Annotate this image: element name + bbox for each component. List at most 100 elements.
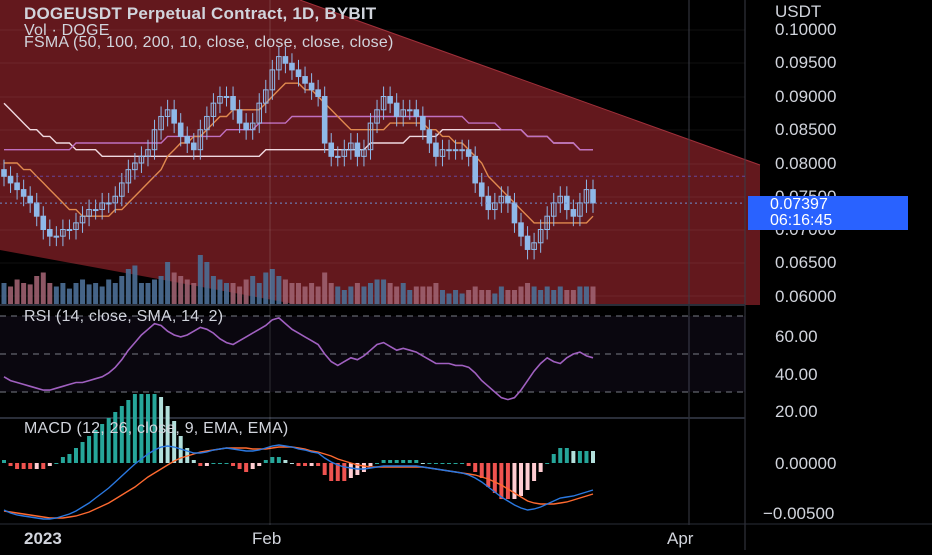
candle-body[interactable]: [400, 109, 407, 117]
candle-body[interactable]: [125, 169, 132, 184]
current-price-tag[interactable]: 0.07397 06:16:45: [748, 196, 908, 230]
candle-body[interactable]: [256, 102, 263, 124]
candle-body[interactable]: [315, 89, 321, 97]
candle-body[interactable]: [452, 149, 459, 152]
candle-body[interactable]: [158, 115, 164, 131]
candle-body[interactable]: [374, 109, 380, 124]
macd-histogram-bar: [447, 463, 452, 464]
candle-body[interactable]: [321, 96, 328, 144]
candle-body[interactable]: [20, 189, 27, 197]
candle-body[interactable]: [164, 109, 171, 117]
candle-body[interactable]: [204, 115, 210, 131]
candle-body[interactable]: [151, 129, 158, 151]
candle-body[interactable]: [269, 69, 276, 91]
candle-body[interactable]: [406, 109, 413, 112]
candle-body[interactable]: [262, 89, 269, 104]
candle-body[interactable]: [393, 102, 400, 117]
candle-body[interactable]: [210, 102, 217, 117]
candle-body[interactable]: [348, 142, 354, 151]
candle-body[interactable]: [73, 222, 79, 231]
macd-histogram-bar: [283, 460, 288, 463]
macd-histogram-bar: [152, 394, 157, 463]
candle-body[interactable]: [511, 202, 518, 224]
candle-body[interactable]: [230, 96, 236, 111]
symbol-title[interactable]: DOGEUSDT Perpetual Contract, 1D, BYBIT: [24, 4, 377, 23]
candle-body[interactable]: [53, 235, 60, 238]
macd-histogram-bar: [270, 457, 275, 463]
candle-body[interactable]: [518, 222, 524, 237]
candle-body[interactable]: [577, 202, 583, 217]
candle-body[interactable]: [86, 209, 92, 217]
candle-body[interactable]: [367, 122, 374, 151]
candle-body[interactable]: [177, 122, 184, 137]
candle-body[interactable]: [433, 142, 439, 157]
candle-body[interactable]: [537, 229, 544, 244]
candle-body[interactable]: [66, 229, 73, 231]
candle-body[interactable]: [217, 96, 223, 104]
candle-body[interactable]: [99, 202, 105, 211]
candle-body[interactable]: [354, 142, 361, 157]
candle-body[interactable]: [387, 96, 393, 104]
candle-body[interactable]: [590, 189, 596, 204]
candle-body[interactable]: [138, 155, 145, 164]
candle-body[interactable]: [446, 149, 452, 152]
candle-body[interactable]: [289, 62, 295, 71]
volume-legend[interactable]: Vol · DOGE: [24, 22, 110, 39]
candle-body[interactable]: [223, 96, 230, 98]
candle-body[interactable]: [27, 195, 33, 204]
fsma-legend[interactable]: FSMA (50, 100, 200, 10, close, close, cl…: [24, 34, 394, 51]
candle-body[interactable]: [92, 209, 99, 212]
candle-body[interactable]: [40, 215, 47, 230]
candle-body[interactable]: [302, 76, 308, 84]
candle-body[interactable]: [33, 202, 40, 217]
candle-body[interactable]: [478, 182, 485, 197]
candle-body[interactable]: [531, 242, 537, 250]
candle-body[interactable]: [1, 169, 7, 177]
candle-body[interactable]: [328, 142, 335, 157]
macd-histogram-bar: [303, 463, 308, 466]
candle-body[interactable]: [426, 129, 433, 144]
rsi-legend[interactable]: RSI (14, close, SMA, 14, 2): [24, 308, 224, 325]
candle-body[interactable]: [79, 215, 86, 224]
volume-bar: [341, 290, 347, 304]
candle-body[interactable]: [492, 202, 498, 211]
candle-body[interactable]: [190, 142, 197, 151]
candle-body[interactable]: [119, 182, 125, 197]
candle-body[interactable]: [308, 82, 315, 91]
candle-body[interactable]: [472, 155, 478, 184]
candle-body[interactable]: [341, 149, 348, 157]
candle-body[interactable]: [197, 129, 204, 151]
candle-body[interactable]: [249, 122, 256, 131]
candle-body[interactable]: [276, 56, 282, 71]
candle-body[interactable]: [570, 209, 577, 217]
candle-body[interactable]: [524, 235, 531, 250]
candle-body[interactable]: [465, 149, 472, 157]
candle-body[interactable]: [361, 149, 367, 157]
candle-body[interactable]: [459, 149, 465, 152]
macd-histogram-bar: [375, 463, 380, 464]
candle-body[interactable]: [7, 175, 14, 184]
candle-body[interactable]: [236, 109, 243, 124]
candle-body[interactable]: [439, 149, 446, 157]
candle-body[interactable]: [505, 195, 511, 204]
candle-body[interactable]: [171, 109, 177, 124]
candle-body[interactable]: [413, 109, 420, 117]
candle-body[interactable]: [334, 155, 341, 158]
candle-body[interactable]: [184, 135, 191, 144]
candle-body[interactable]: [243, 122, 249, 131]
candle-body[interactable]: [282, 56, 289, 64]
candle-body[interactable]: [47, 229, 53, 237]
candle-body[interactable]: [132, 162, 138, 171]
candle-body[interactable]: [14, 182, 20, 191]
candle-body[interactable]: [145, 149, 151, 157]
macd-histogram-bar: [28, 463, 33, 469]
macd-legend[interactable]: MACD (12, 26, close, 9, EMA, EMA): [24, 420, 289, 437]
candle-body[interactable]: [420, 115, 426, 131]
candle-body[interactable]: [380, 96, 387, 111]
candle-body[interactable]: [60, 229, 66, 237]
candle-body[interactable]: [550, 202, 557, 217]
candle-body[interactable]: [295, 69, 302, 78]
candle-body[interactable]: [544, 215, 550, 230]
